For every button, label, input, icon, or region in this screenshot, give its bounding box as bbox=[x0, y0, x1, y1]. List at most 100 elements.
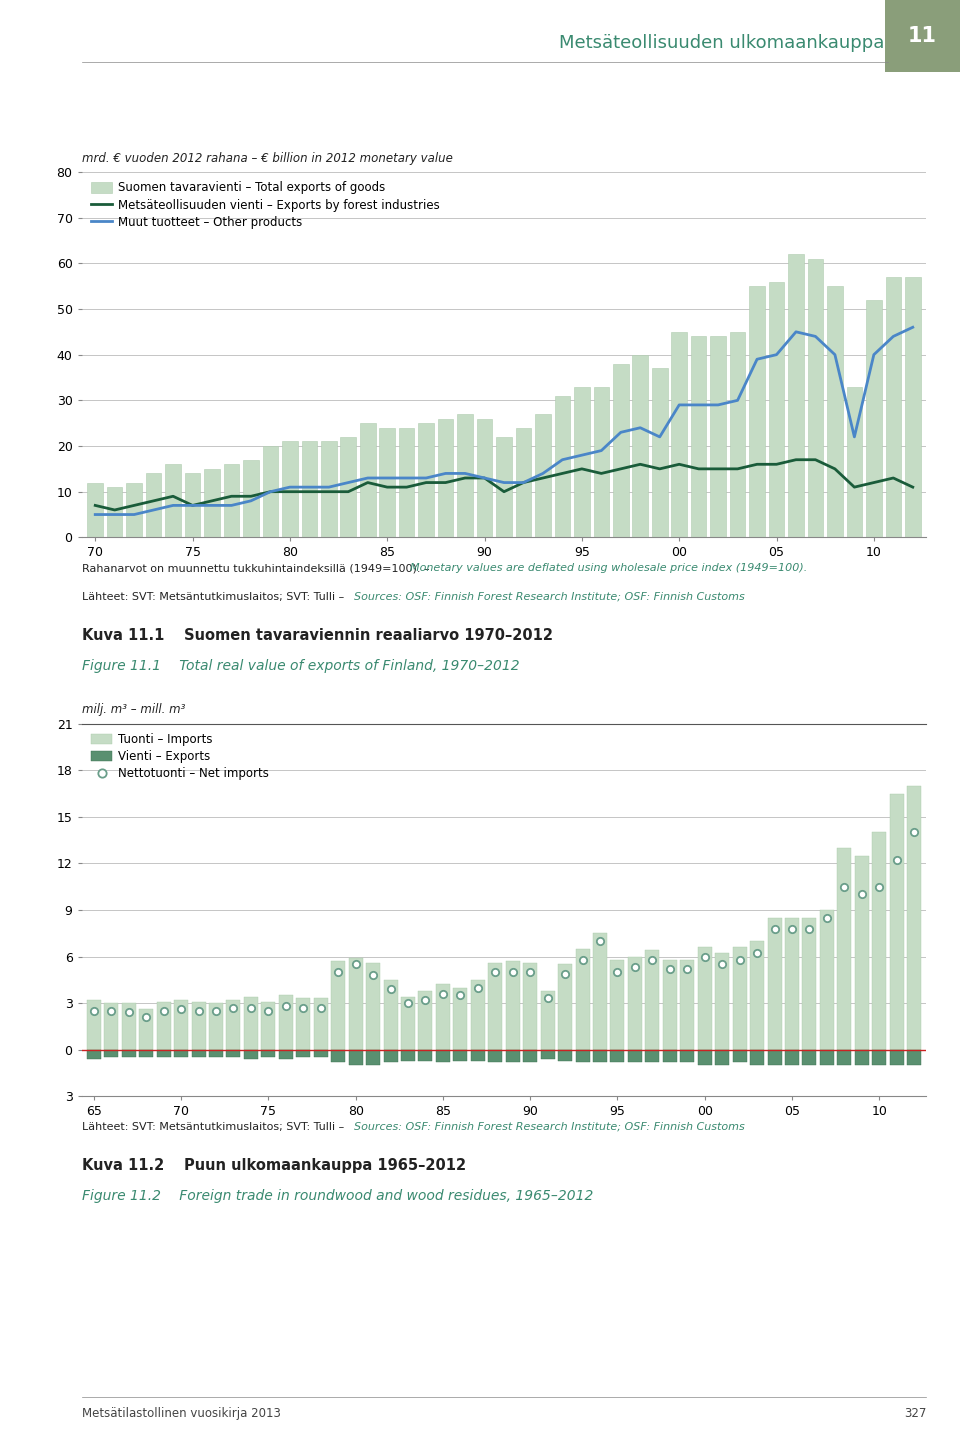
Point bbox=[348, 953, 363, 976]
Bar bbox=[854, 1049, 869, 1065]
Bar bbox=[87, 483, 103, 537]
Bar bbox=[436, 1049, 450, 1062]
Bar bbox=[470, 980, 485, 1049]
Text: Sources: OSF: Finnish Forest Research Institute; OSF: Finnish Customs: Sources: OSF: Finnish Forest Research In… bbox=[354, 592, 745, 602]
Bar bbox=[282, 441, 298, 537]
Bar bbox=[243, 460, 259, 537]
Bar bbox=[489, 963, 502, 1049]
Bar bbox=[384, 980, 397, 1049]
Point bbox=[522, 960, 538, 983]
Bar bbox=[611, 1049, 624, 1062]
Bar bbox=[453, 987, 468, 1049]
Bar bbox=[645, 950, 660, 1049]
Bar bbox=[331, 962, 346, 1049]
Point bbox=[680, 957, 695, 980]
Bar bbox=[477, 418, 492, 537]
Point bbox=[750, 941, 765, 964]
Text: Sources: OSF: Finnish Forest Research Institute; OSF: Finnish Customs: Sources: OSF: Finnish Forest Research In… bbox=[354, 1122, 745, 1132]
Bar bbox=[523, 963, 538, 1049]
Bar bbox=[384, 1049, 397, 1062]
Bar bbox=[873, 1049, 886, 1065]
Point bbox=[418, 989, 433, 1012]
Bar bbox=[127, 483, 142, 537]
Bar bbox=[419, 423, 434, 537]
Point bbox=[174, 997, 189, 1020]
Bar bbox=[86, 1049, 101, 1059]
Bar bbox=[593, 1049, 607, 1062]
Point bbox=[453, 984, 468, 1007]
Text: Kuva 11.1  Suomen tavaraviennin reaaliarvo 1970–2012: Kuva 11.1 Suomen tavaraviennin reaaliarv… bbox=[82, 628, 553, 642]
Point bbox=[226, 996, 241, 1019]
Bar bbox=[165, 464, 180, 537]
Bar bbox=[890, 794, 903, 1049]
Bar bbox=[681, 960, 694, 1049]
Bar bbox=[278, 1049, 293, 1059]
Bar bbox=[156, 1002, 171, 1049]
Bar bbox=[174, 1049, 188, 1058]
Bar bbox=[732, 1049, 747, 1062]
Bar bbox=[854, 856, 869, 1049]
Point bbox=[261, 999, 276, 1022]
Bar bbox=[278, 996, 293, 1049]
Bar bbox=[885, 277, 901, 537]
Bar bbox=[516, 427, 531, 537]
Bar bbox=[244, 997, 258, 1049]
Bar bbox=[436, 984, 450, 1049]
Bar bbox=[907, 1049, 922, 1065]
Bar bbox=[86, 1000, 101, 1049]
Bar bbox=[576, 949, 589, 1049]
Bar bbox=[574, 387, 589, 537]
Point bbox=[732, 949, 747, 972]
Point bbox=[156, 999, 171, 1022]
Point bbox=[854, 883, 870, 906]
Bar bbox=[593, 387, 609, 537]
Bar bbox=[768, 1049, 781, 1065]
Bar bbox=[540, 1049, 555, 1059]
Point bbox=[488, 960, 503, 983]
Bar bbox=[558, 1049, 572, 1060]
Text: 327: 327 bbox=[904, 1407, 926, 1420]
Text: Monetary values are deflated using wholesale price index (1949=100).: Monetary values are deflated using whole… bbox=[410, 563, 807, 573]
Bar bbox=[681, 1049, 694, 1062]
Bar bbox=[297, 1049, 310, 1058]
Bar bbox=[905, 277, 921, 537]
Point bbox=[558, 962, 573, 984]
Point bbox=[86, 999, 102, 1022]
Point bbox=[243, 996, 258, 1019]
Bar bbox=[314, 1049, 327, 1058]
Point bbox=[383, 977, 398, 1000]
Bar bbox=[224, 464, 239, 537]
Bar bbox=[613, 364, 629, 537]
Bar bbox=[360, 423, 375, 537]
Bar bbox=[710, 337, 726, 537]
Point bbox=[906, 821, 922, 844]
Bar bbox=[489, 1049, 502, 1062]
Point bbox=[802, 917, 817, 940]
Point bbox=[837, 876, 852, 898]
Bar bbox=[535, 414, 551, 537]
Point bbox=[505, 960, 520, 983]
Bar bbox=[184, 473, 201, 537]
Bar bbox=[837, 1049, 852, 1065]
Point bbox=[191, 999, 206, 1022]
Bar bbox=[321, 441, 337, 537]
Bar bbox=[379, 427, 395, 537]
Legend: Tuonti – Imports, Vienti – Exports, Nettotuonti – Net imports: Tuonti – Imports, Vienti – Exports, Nett… bbox=[87, 729, 273, 784]
Bar bbox=[576, 1049, 589, 1062]
Bar bbox=[611, 960, 624, 1049]
Bar bbox=[837, 848, 852, 1049]
Bar bbox=[593, 933, 607, 1049]
Bar bbox=[419, 1049, 432, 1060]
Point bbox=[627, 956, 642, 979]
Bar bbox=[820, 910, 834, 1049]
Bar bbox=[628, 957, 642, 1049]
Bar bbox=[540, 990, 555, 1049]
Bar bbox=[558, 964, 572, 1049]
Point bbox=[208, 999, 224, 1022]
Point bbox=[330, 960, 346, 983]
Bar bbox=[803, 917, 816, 1049]
Bar bbox=[297, 999, 310, 1049]
Bar bbox=[769, 281, 784, 537]
Bar bbox=[633, 355, 648, 537]
Text: Rahanarvot on muunnettu tukkuhintaindeksillä (1949=100). –: Rahanarvot on muunnettu tukkuhintaindeks… bbox=[82, 563, 433, 573]
